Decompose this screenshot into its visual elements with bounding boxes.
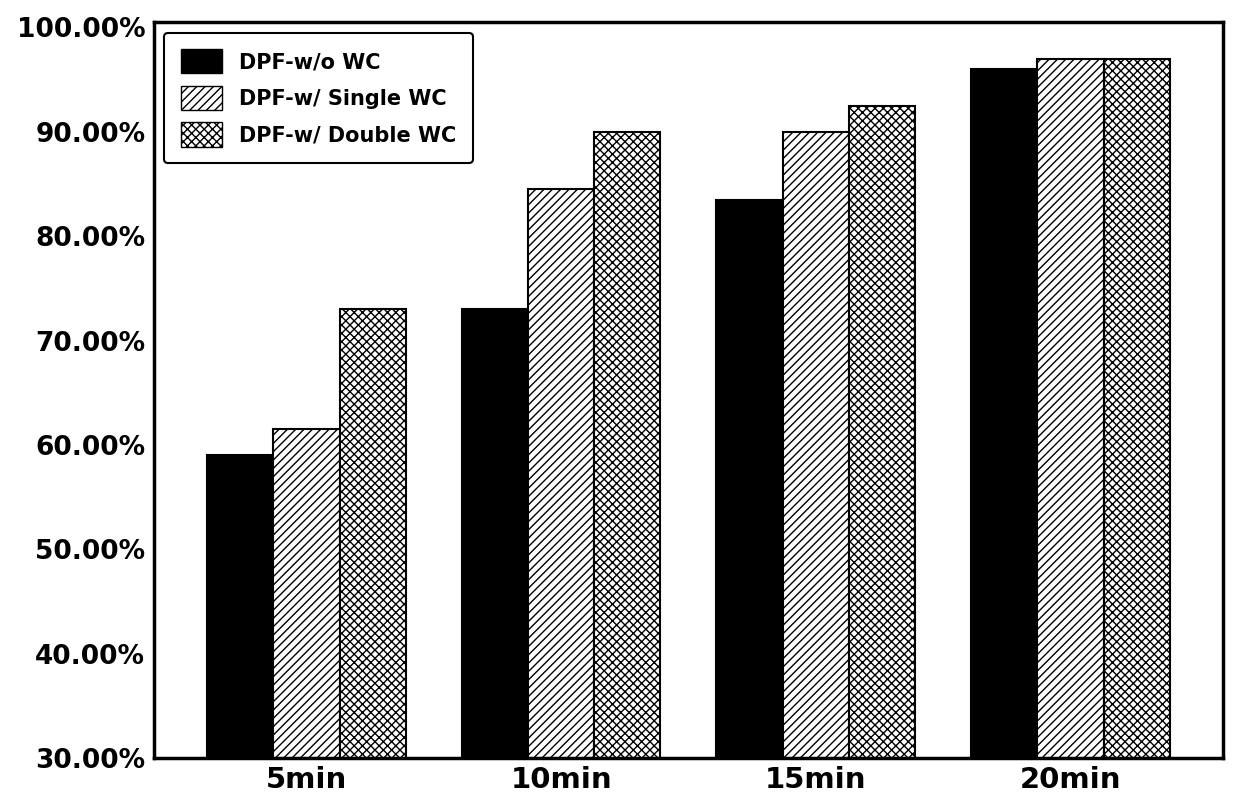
Bar <box>782 132 849 811</box>
Bar <box>717 200 782 811</box>
Bar <box>971 69 1038 811</box>
Bar <box>849 105 915 811</box>
Bar <box>461 309 528 811</box>
Bar <box>1038 58 1104 811</box>
Bar <box>1104 58 1169 811</box>
Legend: DPF-w/o WC, DPF-w/ Single WC, DPF-w/ Double WC: DPF-w/o WC, DPF-w/ Single WC, DPF-w/ Dou… <box>164 32 472 163</box>
Bar <box>273 429 340 811</box>
Bar <box>207 455 273 811</box>
Bar <box>340 309 405 811</box>
Bar <box>528 189 594 811</box>
Bar <box>594 132 661 811</box>
